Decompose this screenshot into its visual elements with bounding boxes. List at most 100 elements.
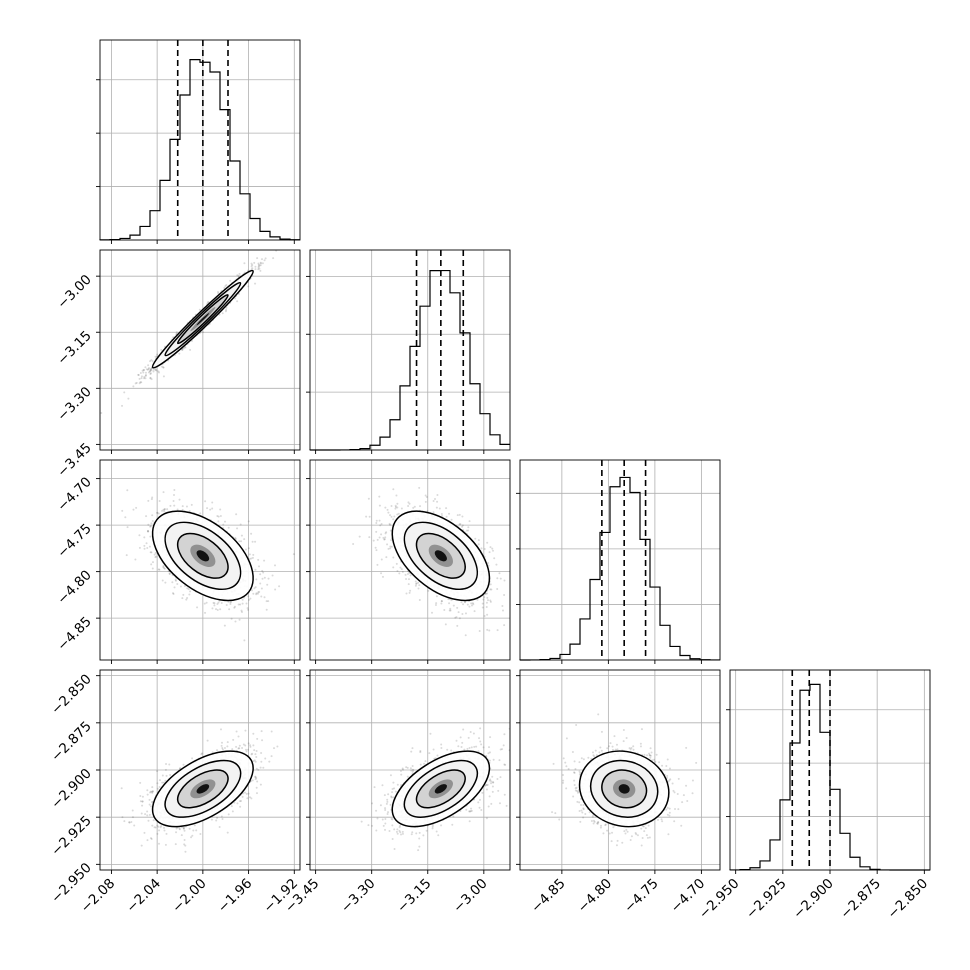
scatter-point: [491, 547, 494, 550]
panel-frame: [309, 459, 511, 661]
scatter-point: [157, 370, 160, 373]
scatter-point: [145, 542, 148, 545]
scatter-point: [259, 573, 262, 576]
scatter-point: [263, 259, 266, 262]
scatter-point: [156, 353, 159, 356]
scatter-point: [168, 572, 171, 575]
scatter-point: [461, 612, 464, 615]
scatter-point: [169, 504, 172, 507]
scatter-point: [461, 525, 464, 528]
scatter-point: [198, 308, 201, 311]
scatter-point: [431, 611, 434, 614]
scatter-point: [248, 557, 251, 560]
scatter-point: [155, 369, 158, 372]
scatter-point: [418, 598, 421, 601]
scatter-point: [368, 536, 371, 539]
scatter-point: [147, 364, 150, 367]
scatter-point: [156, 770, 159, 773]
scatter-point: [260, 587, 263, 590]
scatter-point: [126, 489, 129, 492]
scatter-point: [394, 507, 397, 510]
scatter-point: [154, 368, 157, 371]
scatter-point: [257, 558, 260, 561]
contour-line-3: [176, 532, 229, 579]
scatter-point: [424, 494, 427, 497]
scatter-point: [147, 368, 150, 371]
scatter-point: [161, 774, 164, 777]
scatter-point: [123, 820, 126, 823]
scatter-point: [158, 842, 161, 845]
scatter-point: [490, 588, 493, 591]
scatter-point: [425, 495, 428, 498]
scatter-point: [171, 581, 174, 584]
scatter-point: [254, 568, 257, 571]
scatter-point: [254, 540, 257, 543]
scatter-point: [378, 504, 381, 507]
scatter-point: [480, 547, 483, 550]
scatter-point: [260, 595, 263, 598]
scatter-point: [462, 603, 465, 606]
scatter-point: [138, 377, 141, 380]
scatter-point: [387, 547, 390, 550]
scatter-point: [251, 540, 254, 543]
scatter-point: [168, 572, 171, 575]
scatter-point: [138, 534, 141, 537]
scatter-point: [274, 588, 277, 591]
scatter-point: [184, 346, 187, 349]
scatter-point: [383, 538, 386, 541]
density-peak: [196, 313, 210, 326]
scatter-point: [257, 262, 260, 265]
scatter-panel-2-1: [96, 249, 301, 454]
scatter-point: [396, 502, 399, 505]
scatter-point: [259, 261, 262, 264]
scatter-point: [407, 504, 410, 507]
scatter-point: [263, 559, 266, 562]
scatter-point: [257, 265, 260, 268]
scatter-point: [409, 574, 412, 577]
scatter-point: [143, 369, 146, 372]
scatter-point: [227, 526, 230, 529]
scatter-point: [234, 297, 237, 300]
scatter-point: [254, 282, 257, 285]
scatter-point: [160, 348, 163, 351]
scatter-point: [154, 368, 157, 371]
scatter-point: [397, 512, 400, 515]
scatter-point: [404, 573, 407, 576]
scatter-point: [365, 515, 368, 518]
contour-line-2: [403, 521, 479, 591]
scatter-point: [448, 512, 451, 515]
scatter-point: [211, 507, 214, 510]
scatter-point: [160, 365, 163, 368]
scatter-point: [144, 373, 147, 376]
scatter-point: [414, 584, 417, 587]
scatter-point: [151, 514, 154, 517]
scatter-point: [251, 556, 254, 559]
scatter-point: [163, 508, 166, 511]
scatter-point: [132, 508, 135, 511]
histogram-steps: [99, 59, 300, 241]
scatter-point: [182, 347, 185, 350]
scatter-point: [384, 506, 387, 509]
scatter-point: [380, 522, 383, 525]
scatter-point: [146, 547, 149, 550]
scatter-point: [162, 566, 165, 569]
scatter-point: [467, 526, 470, 529]
scatter-point: [259, 264, 262, 267]
scatter-point: [483, 547, 486, 550]
scatter-point: [406, 573, 409, 576]
scatter-point: [400, 507, 403, 510]
scatter-point: [220, 741, 223, 744]
scatter-point: [244, 548, 247, 551]
scatter-point: [150, 837, 153, 840]
scatter-point: [398, 572, 401, 575]
scatter-point: [139, 781, 142, 784]
scatter-point: [386, 508, 389, 511]
scatter-point: [172, 593, 175, 596]
scatter-point: [149, 377, 152, 380]
scatter-point: [489, 600, 492, 603]
scatter-point: [221, 312, 224, 315]
scatter-point: [260, 262, 263, 265]
scatter-point: [386, 543, 389, 546]
scatter-point: [255, 777, 258, 780]
scatter-point: [367, 497, 370, 500]
